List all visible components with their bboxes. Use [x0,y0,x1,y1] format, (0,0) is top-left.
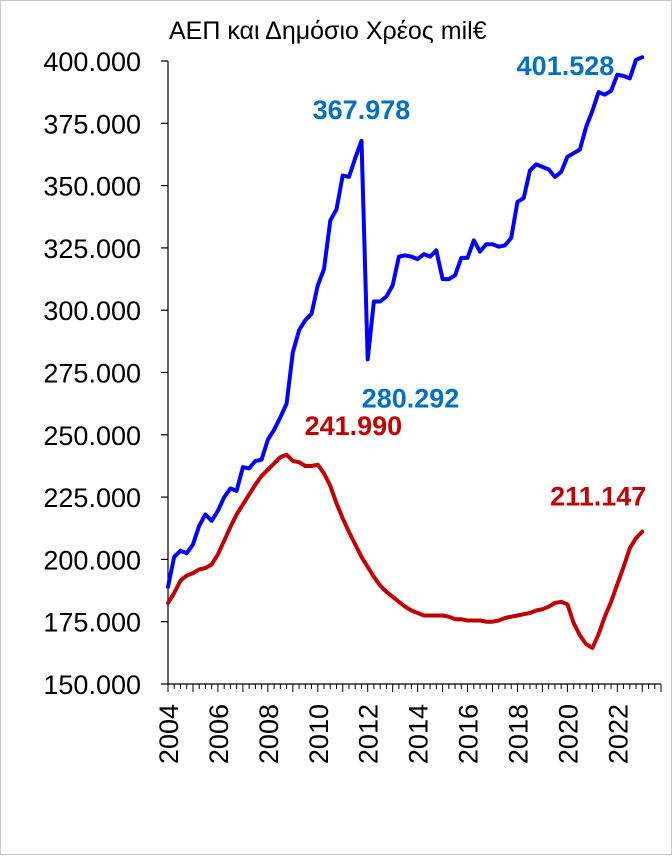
y-tick-label: 400.000 [43,47,141,77]
data-label: 241.990 [305,411,403,441]
data-label: 211.147 [550,482,646,512]
x-tick-label: 2008 [254,704,284,764]
series-line-0 [166,55,645,589]
y-tick-label: 225.000 [43,483,141,513]
y-tick-label: 350.000 [43,172,141,202]
x-tick-label: 2020 [553,704,583,764]
y-tick-label: 200.000 [43,545,141,575]
x-tick-label: 2006 [204,704,234,764]
data-labels: 367.978 280.292 401.528 241.990 211.147 [305,51,647,511]
x-tick-label: 2010 [304,704,334,764]
y-tick-label: 175.000 [43,608,141,638]
x-tick-label: 2022 [603,704,633,764]
x-tick-label: 2012 [354,704,384,764]
data-label: 280.292 [362,383,460,413]
series-lines [166,55,645,650]
y-tick-label: 150.000 [43,670,141,700]
x-tick-label: 2016 [454,704,484,764]
tick-labels: 150.000 175.000 200.000 225.000 250.000 275.0… [43,47,633,764]
y-tick-label: 375.000 [43,109,141,139]
y-tick-label: 250.000 [43,421,141,451]
x-tick-label: 2004 [154,704,184,764]
y-tick-label: 275.000 [43,359,141,389]
data-label: 367.978 [313,95,411,125]
series-line-1 [166,452,645,650]
x-tick-label: 2014 [404,704,434,764]
axes [161,60,662,692]
chart-title: ΑΕΠ και Δημόσιο Χρέος mil€ [169,17,487,45]
x-tick-label: 2018 [503,704,533,764]
y-tick-label: 300.000 [43,296,141,326]
y-tick-label: 325.000 [43,234,141,264]
data-label: 401.528 [517,51,615,81]
